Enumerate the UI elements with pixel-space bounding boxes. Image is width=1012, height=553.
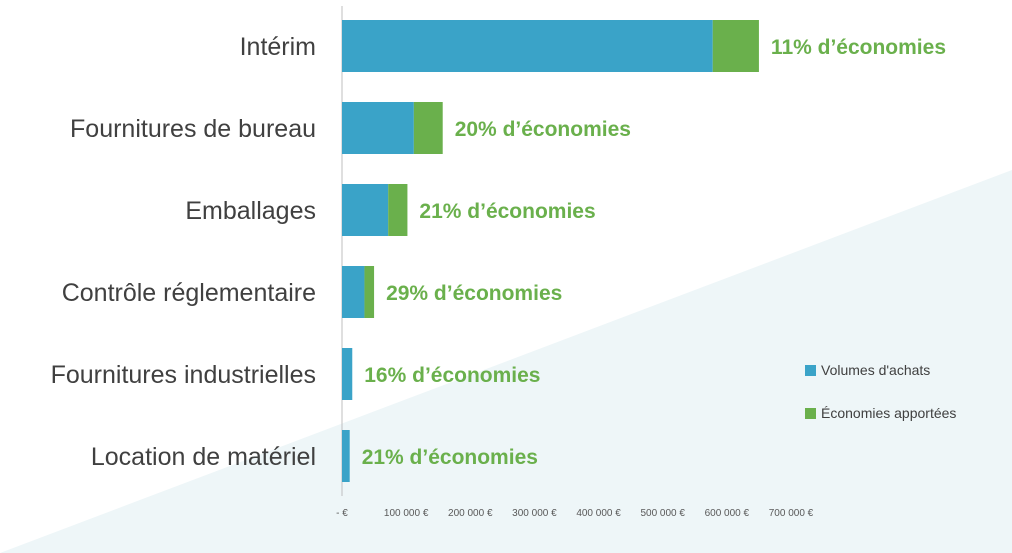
legend-swatch-savings-bar <box>805 408 816 419</box>
category-label: Fournitures industrielles <box>51 361 316 389</box>
x-tick-label: 200 000 € <box>448 508 493 519</box>
savings-data-label: 20% d’économies <box>455 118 631 141</box>
category-label: Location de matériel <box>91 443 316 471</box>
category-label: Intérim <box>240 33 316 61</box>
legend-swatch-volumes-bar <box>805 365 816 376</box>
volumes-bar <box>342 266 365 318</box>
category-label: Contrôle réglementaire <box>62 279 316 307</box>
x-tick-label: 300 000 € <box>512 508 557 519</box>
x-tick-label: 500 000 € <box>640 508 685 519</box>
plot-area: Intérim 11% d’économies Fournitures de bur… <box>51 6 946 519</box>
volumes-bar <box>342 102 414 154</box>
volumes-bar <box>342 430 350 482</box>
savings-data-label: 11% d’économies <box>771 36 946 59</box>
category-label: Fournitures de bureau <box>70 115 316 143</box>
savings-data-label: 16% d’économies <box>364 364 540 387</box>
savings-bar <box>364 266 375 318</box>
volumes-bar <box>342 20 713 72</box>
x-tick-label: 400 000 € <box>576 508 621 519</box>
savings-bar <box>388 184 408 236</box>
legend-label: Volumes d'achats <box>821 362 930 378</box>
category-label: Emballages <box>185 197 316 225</box>
volumes-bar <box>342 184 389 236</box>
legend-label: Économies apportées <box>821 405 956 421</box>
savings-bar <box>712 20 759 72</box>
x-tick-label: 100 000 € <box>384 508 429 519</box>
legend: Volumes d'achats Économies apportées <box>805 362 956 421</box>
savings-data-label: 21% d’économies <box>362 446 538 469</box>
x-tick-label: 600 000 € <box>705 508 750 519</box>
volumes-bar <box>342 348 353 400</box>
savings-data-label: 21% d’économies <box>419 200 595 223</box>
background-band <box>0 170 1012 553</box>
x-tick-label: 700 000 € <box>769 508 814 519</box>
x-tick-label: - € <box>336 508 348 519</box>
savings-bar <box>413 102 443 154</box>
savings-data-label: 29% d’économies <box>386 282 562 305</box>
